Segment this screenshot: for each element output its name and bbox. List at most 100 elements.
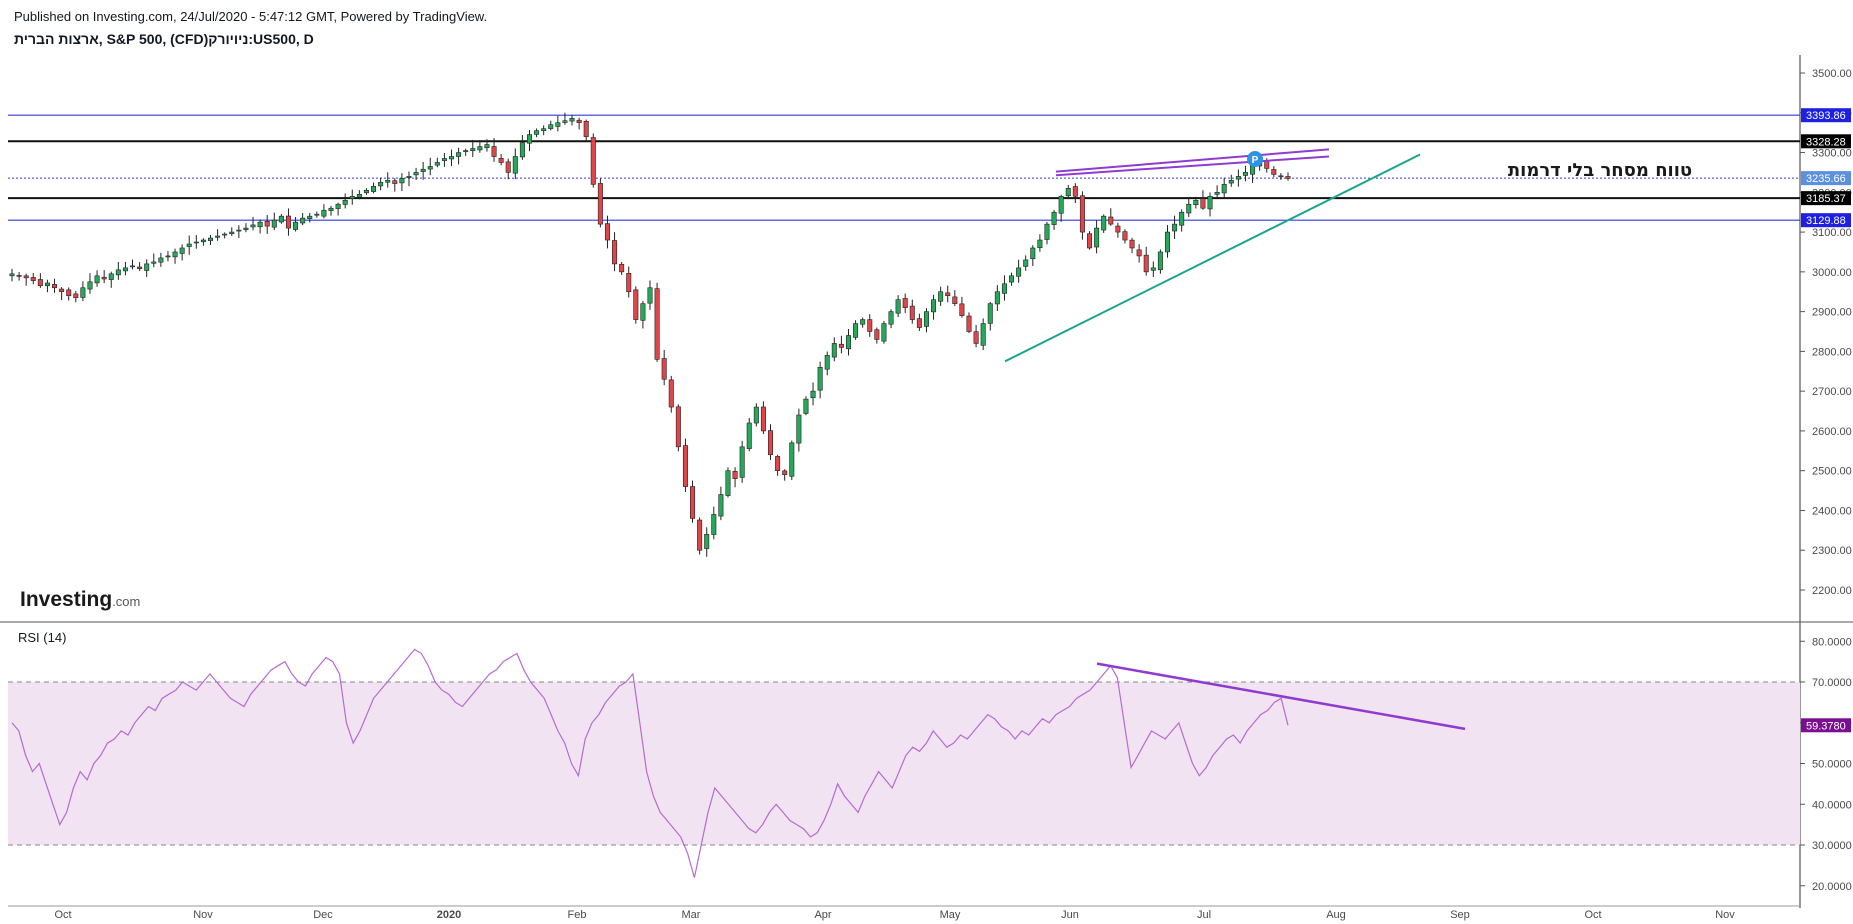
candle-body	[144, 263, 150, 271]
pin-marker-icon[interactable]	[1247, 151, 1263, 167]
price-tag-label: 3185.37	[1806, 193, 1846, 205]
candle-body	[420, 168, 426, 172]
purple-channel-lower	[1055, 155, 1330, 177]
price-tick-label: 2300.00	[1812, 545, 1852, 557]
price-tags: 3393.86 3328.28 3235.66 3185.37 3129.88 59.37…	[1801, 108, 1851, 733]
price-tick-label: 2200.00	[1812, 585, 1852, 597]
candle-body	[746, 422, 752, 449]
rsi-label: RSI (14)	[18, 630, 66, 645]
candle-body	[952, 296, 958, 304]
price-tick-label: 3500.00	[1812, 68, 1852, 80]
candle-body	[122, 267, 128, 272]
candle-body	[760, 406, 766, 432]
candle-body	[243, 227, 249, 231]
candle-body	[406, 176, 412, 178]
candle-body	[1129, 239, 1135, 249]
rsi-axis-labels: 80.000070.000060.000050.000040.000030.00…	[1800, 636, 1852, 893]
candle-body	[619, 263, 625, 273]
candle-body	[895, 299, 901, 314]
candle-body	[151, 261, 157, 264]
candle-body	[753, 406, 759, 424]
candle-body	[845, 335, 851, 350]
candle-body	[597, 183, 603, 225]
candle-body	[789, 442, 795, 477]
candle-body	[1285, 176, 1291, 179]
time-tick-label: Feb	[568, 909, 587, 921]
candle-body	[768, 430, 774, 456]
price-tag-label: 3393.86	[1806, 110, 1846, 122]
candle-body	[30, 277, 36, 281]
candle-body	[1044, 223, 1050, 240]
candle-body	[548, 124, 554, 129]
candle-body	[179, 247, 185, 254]
candle-body	[562, 120, 568, 123]
candle-body	[257, 221, 263, 228]
candle-body	[526, 134, 532, 144]
candle-body	[718, 494, 724, 517]
candle-body	[87, 281, 93, 290]
candle-body	[1037, 239, 1043, 248]
price-tag-label: 3235.66	[1806, 173, 1846, 185]
time-tick-label: 2020	[437, 909, 461, 921]
price-tick-label: 2700.00	[1812, 386, 1852, 398]
candle-body	[23, 275, 29, 279]
price-tick-label: 2500.00	[1812, 466, 1852, 478]
candle-body	[1051, 211, 1057, 225]
time-tick-label: Mar	[682, 909, 701, 921]
rsi-value-tag	[1801, 718, 1851, 733]
candle-body	[704, 534, 710, 549]
candle-body	[626, 273, 632, 293]
time-tick-label: May	[940, 909, 961, 921]
candle-body	[654, 288, 660, 360]
candle-body	[441, 158, 447, 161]
candle-body	[732, 470, 738, 479]
candle-body	[200, 239, 206, 243]
investing-logo: Investing.com	[20, 588, 140, 611]
candle-body	[158, 257, 164, 263]
candle-body	[519, 142, 525, 158]
candle-body	[590, 137, 596, 185]
candlesticks	[9, 112, 1291, 557]
candle-body	[541, 128, 547, 132]
candle-body	[945, 292, 951, 297]
price-axis-labels: 3500.003400.003300.003200.003100.003000.…	[1800, 68, 1852, 597]
candle-body	[1200, 198, 1206, 209]
candle-body	[675, 406, 681, 448]
candle-body	[668, 379, 674, 408]
candle-body	[831, 343, 837, 358]
candle-body	[1058, 195, 1064, 214]
price-tick-label: 2900.00	[1812, 307, 1852, 319]
candle-body	[867, 319, 873, 332]
rsi-tick-label: 50.0000	[1812, 759, 1852, 771]
candle-body	[477, 146, 483, 151]
candle-body	[1271, 169, 1277, 175]
candle-body	[1136, 249, 1142, 257]
candle-body	[172, 251, 178, 258]
rsi-value-tag-label: 59.3780	[1806, 720, 1846, 732]
time-tick-label: Jun	[1061, 909, 1079, 921]
candle-body	[994, 291, 1000, 305]
candle-body	[307, 215, 313, 220]
candle-body	[222, 233, 228, 236]
price-tag	[1801, 171, 1851, 186]
rsi-series	[11, 648, 1466, 878]
candle-body	[385, 180, 391, 183]
candle-body	[824, 355, 830, 370]
candle-body	[16, 275, 22, 277]
candle-body	[94, 275, 100, 284]
candle-body	[1023, 259, 1029, 267]
time-tick-label: Oct	[54, 909, 71, 921]
candle-body	[1030, 247, 1036, 260]
candle-body	[923, 311, 929, 327]
time-tick-label: Dec	[313, 909, 333, 921]
price-tick-label: 2800.00	[1812, 346, 1852, 358]
candle-body	[363, 190, 369, 194]
candle-body	[293, 221, 299, 230]
time-axis-labels: Oct Nov Dec 2020 Feb Mar Apr May Jun Jul Aug Sep Oct…	[54, 909, 1735, 921]
candle-body	[449, 156, 455, 160]
candle-body	[1157, 251, 1163, 271]
candle-body	[711, 514, 717, 535]
candle-body	[881, 323, 887, 342]
annotation-text: טווח מסחר בלי דרמות	[1508, 160, 1692, 181]
